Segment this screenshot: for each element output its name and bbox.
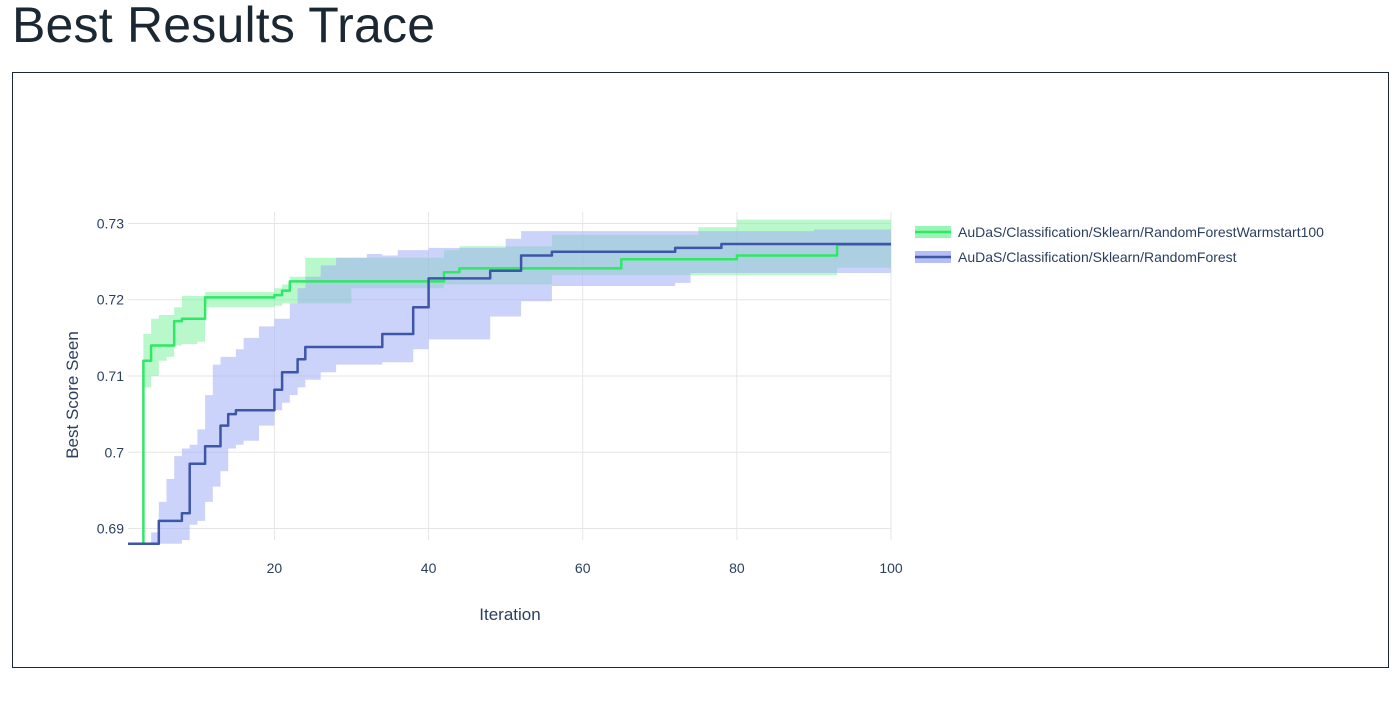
y-axis-title: Best Score Seen xyxy=(63,331,82,459)
tick-layer: 0.69 0.7 0.71 0.72 0.73 20 40 60 80 100 xyxy=(97,215,903,576)
x-tick-label: 20 xyxy=(267,560,283,576)
x-tick-label: 80 xyxy=(729,560,745,576)
y-tick-label: 0.71 xyxy=(97,368,124,384)
legend-label: AuDaS/Classification/Sklearn/RandomFores… xyxy=(958,249,1237,265)
y-tick-label: 0.69 xyxy=(97,521,124,537)
page-title: Best Results Trace xyxy=(12,0,436,53)
legend-item[interactable]: AuDaS/Classification/Sklearn/RandomFores… xyxy=(915,249,1237,265)
line-layer xyxy=(128,242,891,546)
x-axis-title: Iteration xyxy=(479,605,540,624)
y-tick-label: 0.73 xyxy=(97,215,124,231)
band-layer xyxy=(128,219,891,544)
x-tick-label: 40 xyxy=(421,560,437,576)
legend-item[interactable]: AuDaS/Classification/Sklearn/RandomFores… xyxy=(915,224,1324,240)
y-tick-label: 0.72 xyxy=(97,292,124,308)
x-tick-label: 100 xyxy=(879,560,903,576)
legend-label: AuDaS/Classification/Sklearn/RandomFores… xyxy=(958,224,1324,240)
confidence-band-series-2 xyxy=(128,227,891,544)
chart-frame xyxy=(12,72,1389,668)
mean-line-series-1 xyxy=(128,243,891,546)
x-tick-label: 60 xyxy=(575,560,591,576)
mean-line-series-2 xyxy=(128,242,891,546)
y-tick-label: 0.7 xyxy=(105,444,125,460)
legend: AuDaS/Classification/Sklearn/RandomFores… xyxy=(915,224,1324,265)
